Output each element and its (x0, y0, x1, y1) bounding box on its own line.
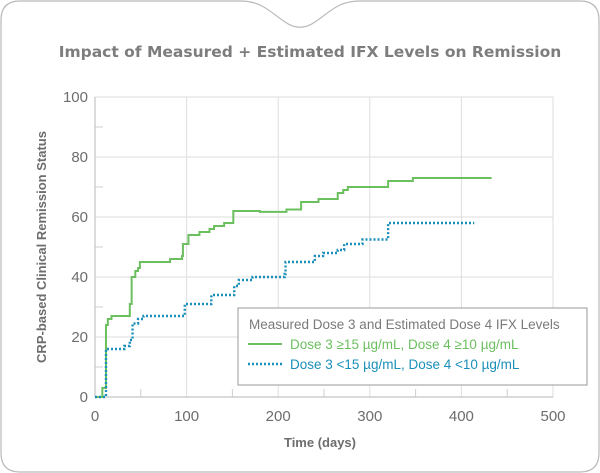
y-tick-label: 100 (63, 89, 88, 106)
legend-title: Measured Dose 3 and Estimated Dose 4 IFX… (249, 317, 560, 332)
legend-box (237, 307, 588, 386)
x-tick-label: 100 (174, 408, 199, 425)
series-line-1 (95, 177, 492, 398)
series-layer (95, 177, 492, 399)
x-tick-label: 0 (91, 408, 99, 425)
y-tick-label: 20 (71, 329, 88, 346)
y-tick-label: 60 (71, 209, 88, 226)
legend-label-series-2: Dose 3 <15 µg/mL, Dose 4 <10 µg/mL (290, 357, 520, 372)
series-line-2 (95, 221, 475, 399)
y-tick-label: 0 (80, 389, 88, 406)
y-tick-label: 40 (71, 269, 88, 286)
chart-title: Impact of Measured + Estimated IFX Level… (59, 43, 562, 61)
y-axis-label: CRP-based Clinical Remission Status (34, 131, 49, 363)
x-tick-label: 400 (449, 408, 474, 425)
x-tick-label: 500 (540, 408, 565, 425)
x-axis-label: Time (days) (284, 435, 356, 450)
axes: 0 20 40 60 80 100 0 100 200 300 400 500 (63, 89, 566, 425)
x-tick-label: 200 (266, 408, 291, 425)
legend: Measured Dose 3 and Estimated Dose 4 IFX… (237, 307, 588, 386)
y-tick-label: 80 (71, 149, 88, 166)
x-tick-label: 300 (357, 408, 382, 425)
legend-label-series-1: Dose 3 ≥15 µg/mL, Dose 4 ≥10 µg/mL (290, 337, 519, 352)
